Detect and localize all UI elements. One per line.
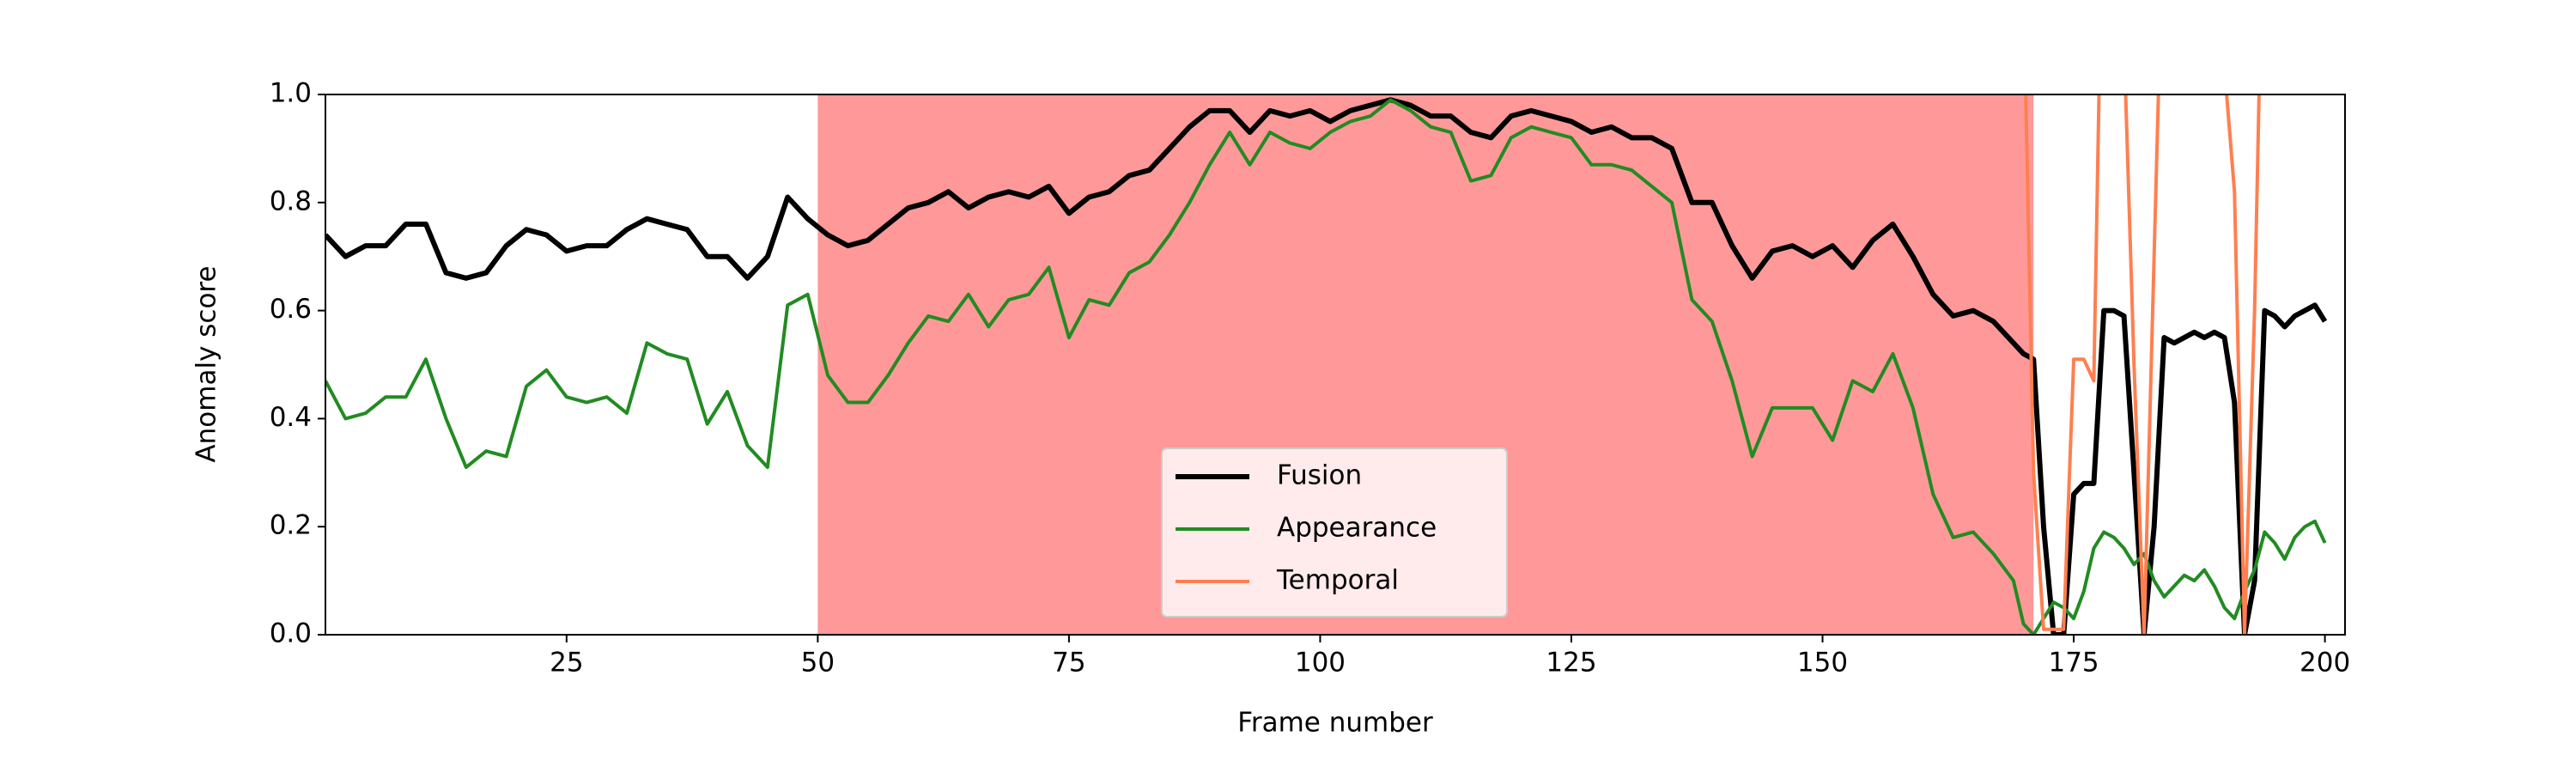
x-tick-label: 25 bbox=[550, 648, 583, 679]
x-tick-label: 75 bbox=[1052, 648, 1085, 679]
series-line bbox=[325, 98, 2327, 635]
legend-label: Appearance bbox=[1277, 513, 1437, 544]
legend-box bbox=[1161, 447, 1508, 618]
x-tick-label: 150 bbox=[1797, 648, 1848, 679]
series-line bbox=[2024, 94, 2261, 635]
y-tick-label: 1.0 bbox=[270, 78, 312, 109]
x-tick-label: 175 bbox=[2048, 648, 2099, 679]
series-line bbox=[325, 97, 2328, 635]
x-tick-label: 125 bbox=[1546, 648, 1596, 679]
axes-frame bbox=[325, 94, 2346, 636]
x-tick-label: 100 bbox=[1295, 648, 1346, 679]
x-tick-label: 50 bbox=[801, 648, 835, 679]
x-axis-label: Frame number bbox=[1237, 708, 1433, 739]
y-axis-label: Anomaly score bbox=[191, 265, 222, 462]
ticks: 25 50 75 100 125 150 175 200 0.0 0.2 0.4 0.6 0.8 1.0 bbox=[270, 78, 2350, 679]
y-tick-label: 0.2 bbox=[270, 510, 312, 541]
legend-label: Temporal bbox=[1276, 565, 1399, 596]
y-tick-label: 0.0 bbox=[270, 618, 312, 649]
y-tick-label: 0.8 bbox=[270, 186, 312, 216]
plot-lines bbox=[325, 94, 2328, 635]
x-tick-label: 200 bbox=[2300, 648, 2350, 679]
y-tick-label: 0.4 bbox=[270, 402, 312, 433]
legend-label: Fusion bbox=[1277, 460, 1362, 491]
y-tick-label: 0.6 bbox=[270, 294, 312, 325]
legend: Fusion Appearance Temporal bbox=[1161, 447, 1508, 618]
